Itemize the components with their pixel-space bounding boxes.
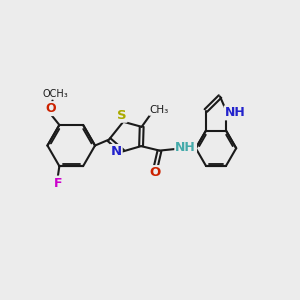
Text: S: S <box>117 109 127 122</box>
Text: NH: NH <box>175 140 196 154</box>
Text: NH: NH <box>225 106 245 119</box>
Text: O: O <box>149 166 160 179</box>
Text: F: F <box>54 177 62 190</box>
Text: O: O <box>45 102 56 115</box>
Text: OCH₃: OCH₃ <box>42 89 68 99</box>
Text: CH₃: CH₃ <box>149 105 169 115</box>
Text: N: N <box>111 145 122 158</box>
